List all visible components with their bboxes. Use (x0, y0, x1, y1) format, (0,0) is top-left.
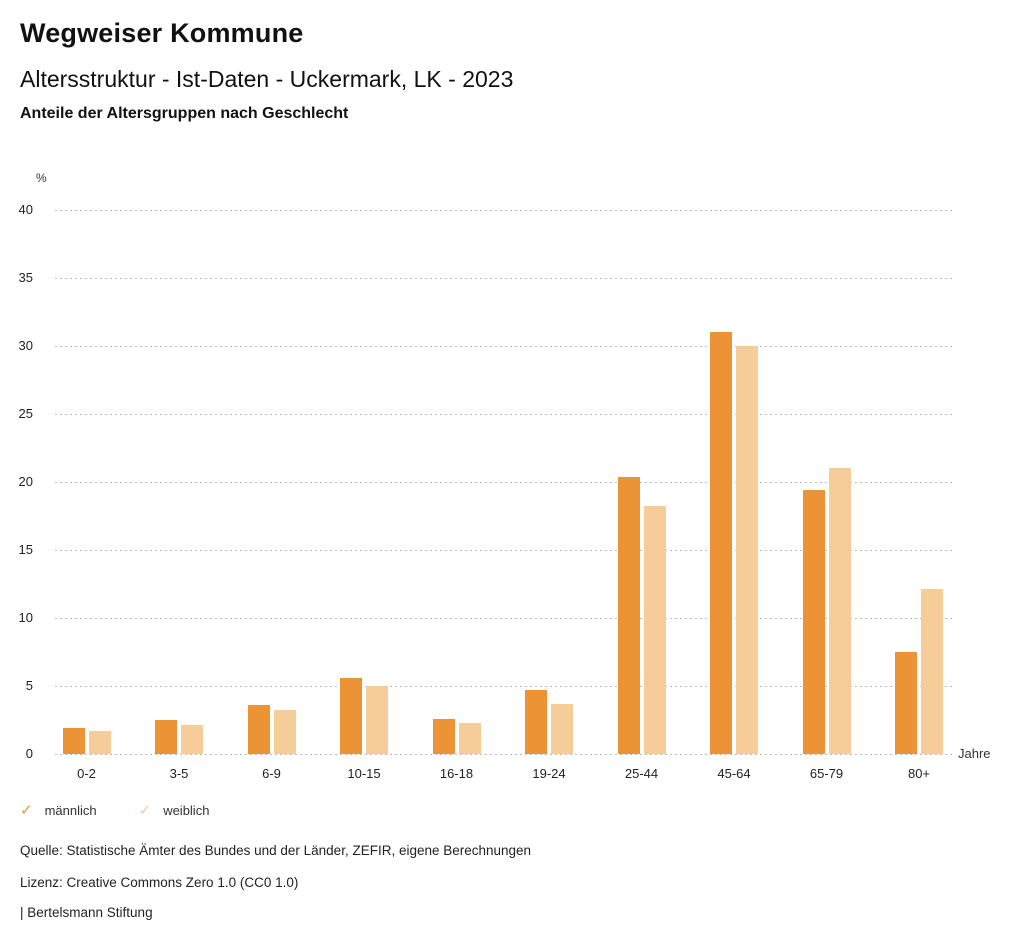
bar-männlich-3-5[interactable] (155, 720, 177, 754)
footer-source: Quelle: Statistische Ämter des Bundes un… (20, 843, 532, 858)
check-icon: ✓ (138, 802, 152, 819)
x-tick-label-80+: 80+ (907, 766, 931, 781)
footer-license: Lizenz: Creative Commons Zero 1.0 (CC0 1… (20, 875, 299, 890)
chart-subtitle: Altersstruktur - Ist-Daten - Uckermark, … (20, 66, 514, 92)
bar-männlich-45-64[interactable] (710, 332, 732, 754)
bar-weiblich-16-18[interactable] (458, 722, 481, 754)
gridline-15 (55, 550, 955, 551)
y-tick-label-20: 20 (18, 474, 33, 489)
bar-männlich-10-15[interactable] (340, 677, 362, 754)
y-tick-label-25: 25 (18, 406, 33, 421)
x-tick-label-10-15: 10-15 (347, 766, 381, 781)
bar-männlich-65-79[interactable] (802, 490, 825, 754)
check-icon: ✓ (20, 802, 33, 819)
gridline-0 (55, 754, 955, 755)
gridline-40 (55, 210, 955, 211)
bar-weiblich-0-2[interactable] (88, 730, 111, 754)
bar-männlich-16-18[interactable] (432, 718, 455, 754)
footer-attribution: | Bertelsmann Stiftung (20, 905, 153, 920)
x-tick-label-65-79: 65-79 (809, 766, 844, 781)
bar-weiblich-19-24[interactable] (551, 703, 573, 754)
gridline-5 (55, 686, 955, 687)
gridline-25 (55, 414, 955, 415)
legend-label-weiblich: weiblich (163, 803, 210, 818)
legend-label-maennlich: männlich (44, 803, 97, 818)
bar-männlich-19-24[interactable] (525, 690, 547, 754)
y-tick-label-15: 15 (18, 542, 33, 557)
y-tick-label-40: 40 (18, 202, 33, 217)
page-title: Wegweiser Kommune (20, 18, 304, 48)
gridline-35 (55, 278, 955, 279)
gridline-10 (55, 618, 955, 619)
bar-männlich-6-9[interactable] (247, 705, 270, 754)
bar-männlich-0-2[interactable] (62, 728, 85, 754)
x-tick-label-3-5: 3-5 (169, 766, 189, 781)
x-tick-label-6-9: 6-9 (262, 766, 281, 781)
y-tick-label-0: 0 (25, 746, 33, 761)
bar-weiblich-25-44[interactable] (643, 506, 666, 754)
gridline-30 (55, 346, 955, 347)
legend-item-maennlich[interactable]: ✓ männlich (20, 803, 97, 818)
bar-weiblich-80+[interactable] (921, 589, 943, 754)
bar-weiblich-3-5[interactable] (181, 725, 203, 754)
chart-heading: Anteile der Altersgruppen nach Geschlech… (20, 105, 349, 122)
bar-weiblich-45-64[interactable] (736, 346, 758, 754)
bar-männlich-25-44[interactable] (617, 476, 640, 754)
bar-weiblich-65-79[interactable] (828, 468, 851, 754)
y-tick-label-5: 5 (25, 678, 33, 693)
x-tick-label-0-2: 0-2 (77, 766, 96, 781)
x-tick-label-25-44: 25-44 (624, 766, 659, 781)
gridline-20 (55, 482, 955, 483)
y-tick-label-35: 35 (18, 270, 33, 285)
x-tick-label-45-64: 45-64 (717, 766, 751, 781)
chart-legend: ✓ männlich ✓ weiblich (20, 803, 209, 818)
y-axis-unit-label: % (36, 171, 47, 185)
bar-weiblich-10-15[interactable] (366, 686, 388, 754)
legend-item-weiblich[interactable]: ✓ weiblich (139, 803, 210, 818)
x-axis-unit-label: Jahre (958, 746, 991, 761)
bar-männlich-80+[interactable] (895, 652, 917, 754)
x-tick-label-16-18: 16-18 (439, 766, 474, 781)
y-tick-label-30: 30 (18, 338, 33, 353)
y-tick-label-10: 10 (18, 610, 33, 625)
bar-weiblich-6-9[interactable] (273, 710, 296, 754)
x-tick-label-19-24: 19-24 (532, 766, 566, 781)
